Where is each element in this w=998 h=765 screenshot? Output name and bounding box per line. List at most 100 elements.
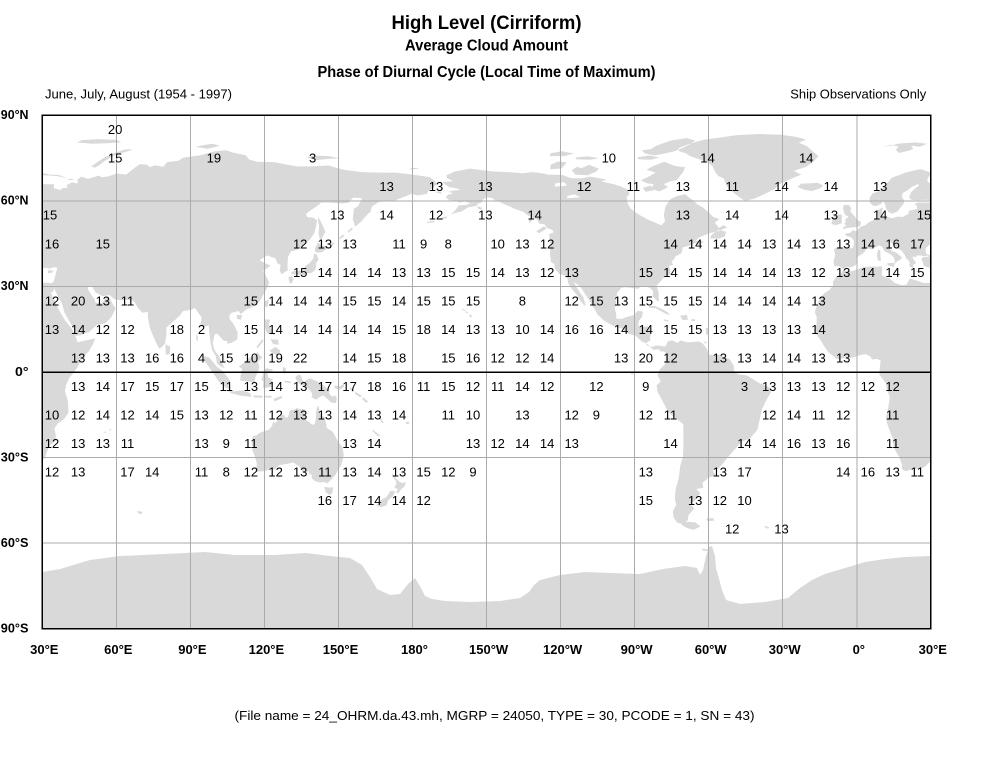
svg-text:13: 13 <box>787 265 801 280</box>
svg-text:14: 14 <box>490 265 504 280</box>
svg-text:13: 13 <box>676 208 690 223</box>
svg-text:13: 13 <box>688 493 702 508</box>
svg-text:14: 14 <box>762 265 776 280</box>
svg-text:14: 14 <box>713 265 727 280</box>
svg-text:13: 13 <box>96 436 110 451</box>
svg-text:Phase of Diurnal Cycle (Local: Phase of Diurnal Cycle (Local Time of Ma… <box>318 64 656 81</box>
svg-text:14: 14 <box>268 322 282 337</box>
svg-text:20: 20 <box>71 293 85 308</box>
svg-text:14: 14 <box>540 322 554 337</box>
svg-text:60°N: 60°N <box>1 193 29 208</box>
svg-text:10: 10 <box>490 236 504 251</box>
svg-text:12: 12 <box>762 407 776 422</box>
svg-text:13: 13 <box>466 322 480 337</box>
svg-text:12: 12 <box>45 436 59 451</box>
svg-text:13: 13 <box>490 322 504 337</box>
svg-text:13: 13 <box>416 265 430 280</box>
svg-text:10: 10 <box>466 407 480 422</box>
svg-text:15: 15 <box>43 208 57 223</box>
svg-text:12: 12 <box>490 350 504 365</box>
svg-text:14: 14 <box>861 265 875 280</box>
svg-text:11: 11 <box>417 379 431 394</box>
svg-text:15: 15 <box>367 293 381 308</box>
svg-text:12: 12 <box>96 322 110 337</box>
svg-text:15: 15 <box>688 265 702 280</box>
svg-text:14: 14 <box>787 350 801 365</box>
svg-text:14: 14 <box>318 265 332 280</box>
svg-text:12: 12 <box>577 179 591 194</box>
svg-text:14: 14 <box>663 265 677 280</box>
svg-text:13: 13 <box>293 407 307 422</box>
svg-text:13: 13 <box>71 465 85 480</box>
svg-text:11: 11 <box>812 407 826 422</box>
svg-text:15: 15 <box>194 379 208 394</box>
svg-text:11: 11 <box>392 236 406 251</box>
svg-text:14: 14 <box>836 465 850 480</box>
svg-text:150°W: 150°W <box>469 642 509 657</box>
svg-text:12: 12 <box>564 407 578 422</box>
svg-text:12: 12 <box>540 236 554 251</box>
svg-text:14: 14 <box>367 436 381 451</box>
svg-text:13: 13 <box>811 350 825 365</box>
svg-text:13: 13 <box>478 208 492 223</box>
svg-text:14: 14 <box>342 265 356 280</box>
svg-text:12: 12 <box>515 350 529 365</box>
svg-text:11: 11 <box>318 465 332 480</box>
svg-text:14: 14 <box>96 407 110 422</box>
svg-text:18: 18 <box>392 350 406 365</box>
svg-text:8: 8 <box>223 465 230 480</box>
svg-text:14: 14 <box>787 236 801 251</box>
svg-text:60°S: 60°S <box>1 535 29 550</box>
svg-text:16: 16 <box>836 436 850 451</box>
svg-text:14: 14 <box>713 236 727 251</box>
svg-text:13: 13 <box>873 179 887 194</box>
svg-text:13: 13 <box>564 265 578 280</box>
svg-text:30°N: 30°N <box>1 278 29 293</box>
svg-text:4: 4 <box>198 350 205 365</box>
svg-text:10: 10 <box>515 322 529 337</box>
svg-text:16: 16 <box>564 322 578 337</box>
svg-text:19: 19 <box>207 151 221 166</box>
svg-text:12: 12 <box>71 407 85 422</box>
svg-text:14: 14 <box>293 293 307 308</box>
svg-text:2: 2 <box>198 322 205 337</box>
svg-text:12: 12 <box>219 407 233 422</box>
svg-text:13: 13 <box>614 350 628 365</box>
svg-text:13: 13 <box>45 322 59 337</box>
svg-text:12: 12 <box>836 379 850 394</box>
svg-text:15: 15 <box>663 322 677 337</box>
svg-text:0°: 0° <box>853 642 865 657</box>
svg-text:180°: 180° <box>401 642 428 657</box>
svg-text:12: 12 <box>713 493 727 508</box>
svg-text:14: 14 <box>737 436 751 451</box>
svg-text:12: 12 <box>885 379 899 394</box>
svg-text:15: 15 <box>639 293 653 308</box>
svg-text:11: 11 <box>627 179 641 194</box>
svg-text:15: 15 <box>244 322 258 337</box>
svg-text:30°E: 30°E <box>30 642 59 657</box>
svg-text:13: 13 <box>429 179 443 194</box>
svg-text:12: 12 <box>268 407 282 422</box>
svg-text:11: 11 <box>911 465 925 480</box>
svg-text:14: 14 <box>774 179 788 194</box>
svg-text:13: 13 <box>379 179 393 194</box>
svg-text:13: 13 <box>885 465 899 480</box>
svg-text:19: 19 <box>268 350 282 365</box>
svg-text:High Level (Cirriform): High Level (Cirriform) <box>392 13 582 34</box>
svg-text:13: 13 <box>392 465 406 480</box>
svg-text:14: 14 <box>367 493 381 508</box>
svg-text:12: 12 <box>490 436 504 451</box>
svg-text:15: 15 <box>639 493 653 508</box>
svg-text:10: 10 <box>737 493 751 508</box>
svg-text:13: 13 <box>293 379 307 394</box>
svg-text:14: 14 <box>725 208 739 223</box>
svg-text:15: 15 <box>244 293 258 308</box>
svg-text:90°S: 90°S <box>1 621 29 636</box>
svg-text:13: 13 <box>515 407 529 422</box>
svg-text:13: 13 <box>836 350 850 365</box>
svg-text:14: 14 <box>663 236 677 251</box>
svg-text:16: 16 <box>589 322 603 337</box>
svg-text:15: 15 <box>145 379 159 394</box>
svg-text:14: 14 <box>293 322 307 337</box>
svg-text:14: 14 <box>700 151 714 166</box>
